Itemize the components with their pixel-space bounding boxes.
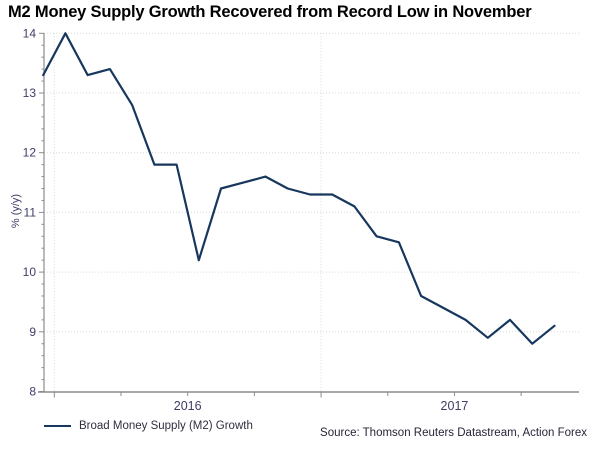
y-tick-label: 12 (23, 146, 37, 160)
y-tick-label: 11 (24, 205, 37, 219)
x-year-label: 2016 (174, 399, 202, 413)
source-note: Source: Thomson Reuters Datastream, Acti… (320, 427, 587, 439)
y-tick-label: 14 (23, 26, 37, 40)
legend: Broad Money Supply (M2) Growth (44, 419, 253, 433)
legend-label: Broad Money Supply (M2) Growth (79, 420, 253, 432)
y-tick-label: 13 (23, 86, 37, 100)
y-tick-label: 8 (29, 385, 36, 399)
chart-title: M2 Money Supply Growth Recovered from Re… (8, 3, 532, 21)
m2-series-line (42, 32, 556, 345)
legend-line-swatch (44, 425, 71, 427)
x-year-label: 2017 (441, 399, 469, 413)
y-tick-label: 9 (29, 325, 36, 339)
y-tick-label: 10 (23, 265, 37, 279)
